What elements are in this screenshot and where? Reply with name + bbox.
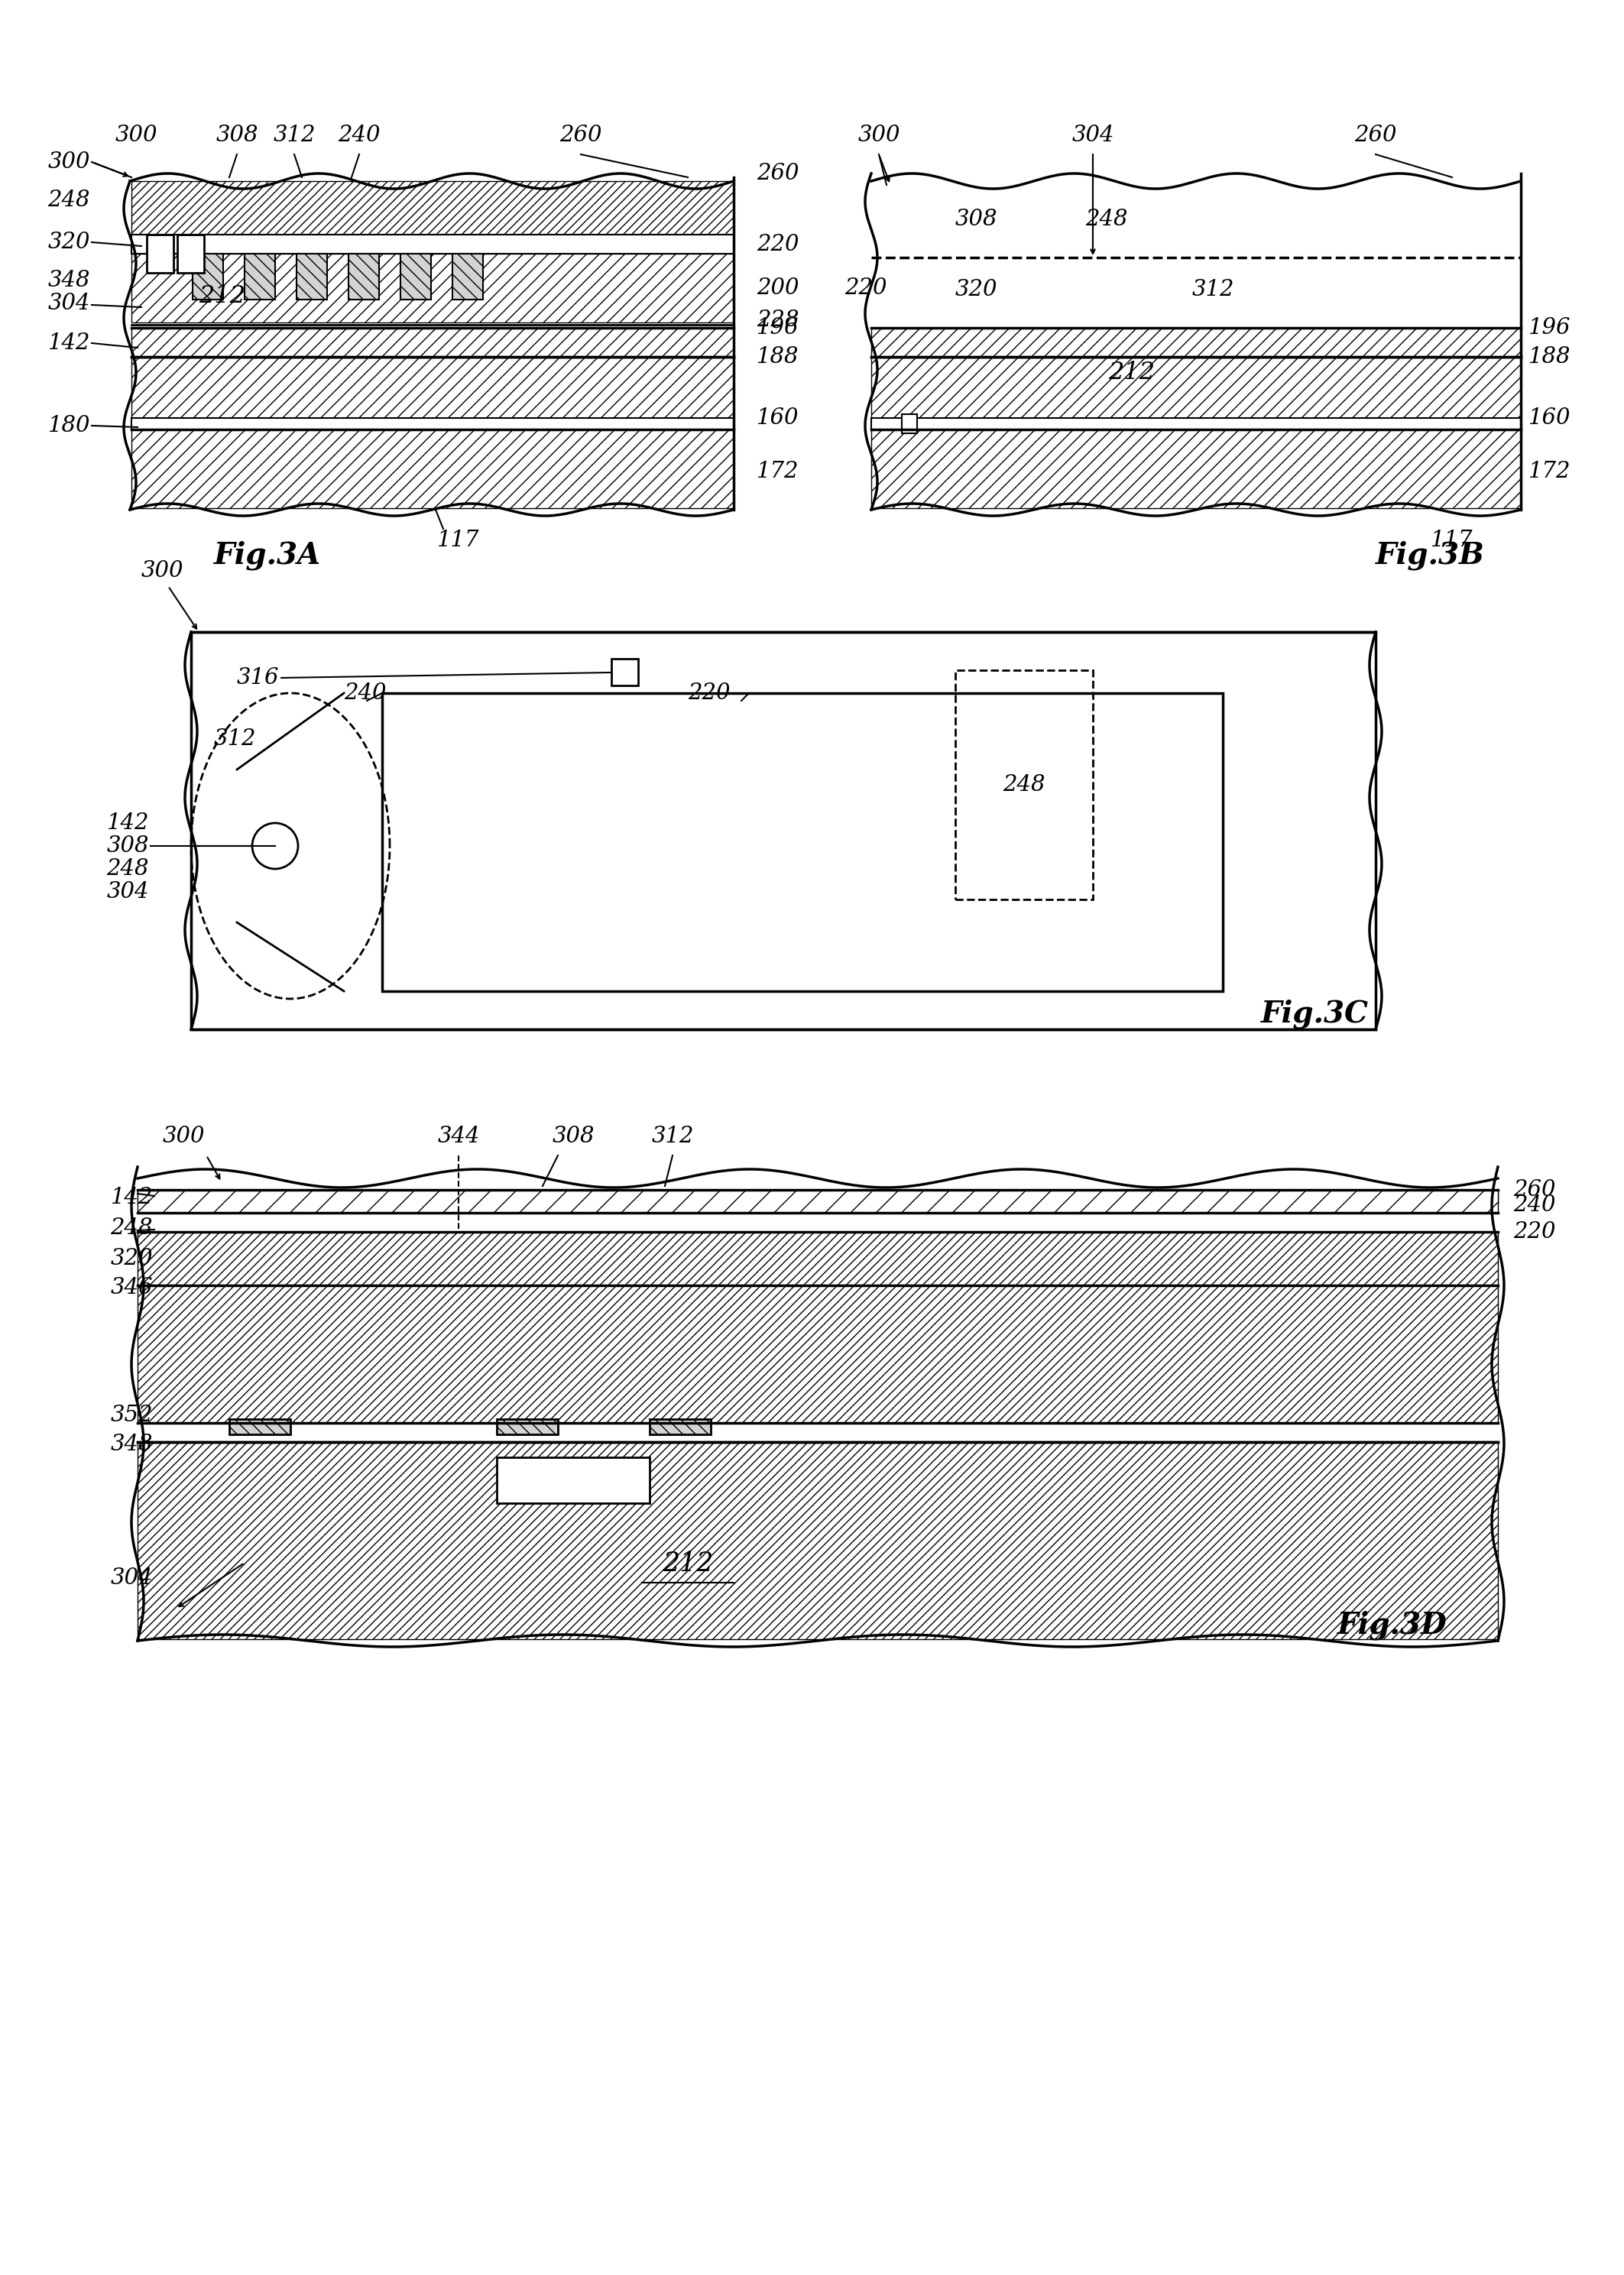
Bar xyxy=(870,430,1520,507)
Text: 260: 260 xyxy=(757,164,799,184)
Text: 228: 228 xyxy=(757,309,799,330)
Text: 348: 348 xyxy=(110,1433,153,1456)
Bar xyxy=(229,1420,291,1436)
Bar xyxy=(497,1420,559,1436)
Text: 180: 180 xyxy=(47,414,91,437)
Bar xyxy=(245,255,274,300)
Bar xyxy=(132,182,734,234)
Text: 304: 304 xyxy=(107,880,149,903)
Text: Fig.3A: Fig.3A xyxy=(214,541,322,571)
Bar xyxy=(870,328,1520,357)
Text: 320: 320 xyxy=(47,232,91,253)
Text: 220: 220 xyxy=(757,234,799,255)
Text: 248: 248 xyxy=(1004,774,1046,796)
Text: 248: 248 xyxy=(47,189,91,212)
Text: 212: 212 xyxy=(198,284,245,307)
Text: 308: 308 xyxy=(552,1126,594,1147)
Text: 160: 160 xyxy=(757,407,799,428)
Bar xyxy=(132,328,734,357)
Text: 344: 344 xyxy=(437,1126,479,1147)
Text: 200: 200 xyxy=(757,278,799,298)
Text: 320: 320 xyxy=(955,280,997,300)
Text: 260: 260 xyxy=(1354,125,1397,146)
Text: 300: 300 xyxy=(857,125,900,146)
Text: Fig.3D: Fig.3D xyxy=(1338,1611,1447,1640)
Bar xyxy=(870,357,1520,419)
Bar xyxy=(138,1231,1497,1285)
Text: Fig.3C: Fig.3C xyxy=(1260,999,1369,1028)
Text: 212: 212 xyxy=(1108,359,1155,384)
Text: 352: 352 xyxy=(110,1404,153,1426)
Bar xyxy=(650,1420,711,1436)
Bar xyxy=(132,234,734,255)
Bar xyxy=(132,430,734,507)
Text: 300: 300 xyxy=(141,560,184,582)
Text: 308: 308 xyxy=(955,209,997,230)
Text: 220: 220 xyxy=(689,682,731,703)
Text: 260: 260 xyxy=(560,125,603,146)
Text: 312: 312 xyxy=(651,1126,693,1147)
Text: 117: 117 xyxy=(1431,530,1473,551)
Text: 312: 312 xyxy=(273,125,315,146)
Bar xyxy=(132,255,734,323)
Text: 160: 160 xyxy=(1528,407,1570,428)
Bar xyxy=(870,419,1520,430)
Text: 304: 304 xyxy=(1072,125,1114,146)
Text: 300: 300 xyxy=(162,1126,205,1147)
Text: 240: 240 xyxy=(344,682,387,703)
Bar xyxy=(192,632,1376,1028)
Text: 240: 240 xyxy=(338,125,380,146)
Text: 196: 196 xyxy=(757,316,799,339)
Bar xyxy=(349,255,378,300)
Bar xyxy=(132,419,734,430)
Text: 316: 316 xyxy=(237,667,279,689)
Bar xyxy=(401,255,430,300)
Text: 346: 346 xyxy=(110,1276,153,1299)
Text: 117: 117 xyxy=(437,530,479,551)
Text: 300: 300 xyxy=(115,125,158,146)
Text: 142: 142 xyxy=(110,1188,153,1208)
Text: 304: 304 xyxy=(110,1567,153,1588)
Bar xyxy=(453,255,482,300)
Bar xyxy=(138,1190,1497,1206)
Bar xyxy=(138,1190,1497,1213)
Text: 220: 220 xyxy=(1514,1222,1556,1242)
Text: 260: 260 xyxy=(1514,1178,1556,1201)
Bar xyxy=(138,1442,1497,1640)
Text: 348: 348 xyxy=(47,271,91,291)
Bar xyxy=(177,234,205,273)
Text: 142: 142 xyxy=(107,812,149,833)
Text: 312: 312 xyxy=(214,728,257,751)
Text: 220: 220 xyxy=(844,278,887,298)
Text: 240: 240 xyxy=(1514,1194,1556,1215)
Text: 142: 142 xyxy=(47,332,91,355)
Text: 312: 312 xyxy=(1192,280,1234,300)
Text: 320: 320 xyxy=(110,1249,153,1269)
Bar xyxy=(901,414,918,432)
Text: 172: 172 xyxy=(1528,462,1570,482)
Text: 172: 172 xyxy=(757,462,799,482)
Bar xyxy=(611,660,638,685)
Bar xyxy=(146,234,174,273)
Text: 212: 212 xyxy=(663,1552,713,1577)
Bar xyxy=(132,357,734,419)
Bar xyxy=(382,694,1223,992)
Text: 308: 308 xyxy=(107,835,149,858)
Bar xyxy=(193,255,222,300)
Text: 300: 300 xyxy=(47,152,91,173)
Text: 308: 308 xyxy=(216,125,258,146)
Bar xyxy=(138,1285,1497,1422)
Text: 196: 196 xyxy=(1528,316,1570,339)
Text: 248: 248 xyxy=(107,858,149,880)
Text: Fig.3B: Fig.3B xyxy=(1376,541,1484,571)
Bar xyxy=(297,255,326,300)
Text: 188: 188 xyxy=(1528,346,1570,369)
Bar xyxy=(955,671,1093,899)
Bar xyxy=(497,1458,650,1504)
Text: 248: 248 xyxy=(1085,209,1127,230)
Text: 248: 248 xyxy=(110,1217,153,1240)
Text: 304: 304 xyxy=(47,293,91,314)
Text: 188: 188 xyxy=(757,346,799,369)
